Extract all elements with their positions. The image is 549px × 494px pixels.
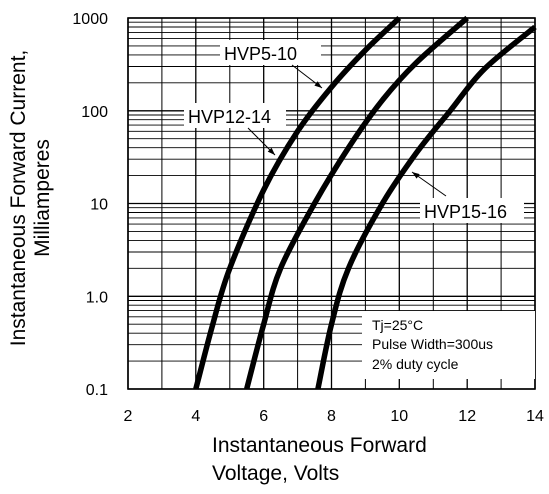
label-hvp12-14: HVP12-14 bbox=[188, 107, 271, 127]
x-tick-label: 8 bbox=[327, 408, 336, 425]
y-tick-label: 1000 bbox=[72, 11, 108, 28]
label-hvp15-16: HVP15-16 bbox=[424, 202, 507, 222]
x-axis-title-line-1: Instantaneous Forward bbox=[212, 434, 427, 457]
y-tick-label: 10 bbox=[90, 197, 108, 214]
condition-text: 2% duty cycle bbox=[372, 356, 459, 372]
conditions-box bbox=[362, 311, 535, 379]
tick-labels: 0.1 1.0 10 100 1000 2 4 6 8 10 12 14 bbox=[72, 11, 544, 425]
x-tick-label: 10 bbox=[390, 408, 408, 425]
leader-arrowhead bbox=[314, 81, 322, 88]
x-tick-label: 12 bbox=[458, 408, 476, 425]
curve-hvp5-10 bbox=[193, 16, 402, 390]
curve-hvp12-14 bbox=[244, 15, 470, 390]
leader-arrowhead bbox=[267, 147, 275, 155]
label-bg bbox=[184, 103, 286, 128]
leader-arrowhead bbox=[412, 172, 420, 179]
x-tick-label: 4 bbox=[191, 408, 200, 425]
y-tick-label: 100 bbox=[81, 104, 108, 121]
plot-frame bbox=[127, 17, 536, 390]
x-tick-label: 6 bbox=[259, 408, 268, 425]
x-tick-label: 14 bbox=[526, 408, 544, 425]
curve-labels: HVP5-10 HVP12-14 HVP15-16 Tj=25°C Pulse Widt… bbox=[184, 40, 535, 379]
curve-hvp15-16 bbox=[315, 24, 537, 390]
y-tick-label: 1.0 bbox=[86, 289, 108, 306]
x-axis-title-line-2: Voltage, Volts bbox=[212, 462, 340, 485]
y-tick-label: 0.1 bbox=[86, 382, 108, 399]
label-bg bbox=[220, 40, 321, 65]
curves bbox=[193, 15, 537, 390]
condition-text: Pulse Width=300us bbox=[372, 336, 493, 352]
x-axis-title: Instantaneous Forward Voltage, Volts bbox=[212, 432, 427, 488]
x-tick-label: 2 bbox=[124, 408, 133, 425]
condition-text: Tj=25°C bbox=[372, 317, 423, 333]
label-bg bbox=[420, 198, 524, 223]
label-hvp5-10: HVP5-10 bbox=[224, 44, 297, 64]
